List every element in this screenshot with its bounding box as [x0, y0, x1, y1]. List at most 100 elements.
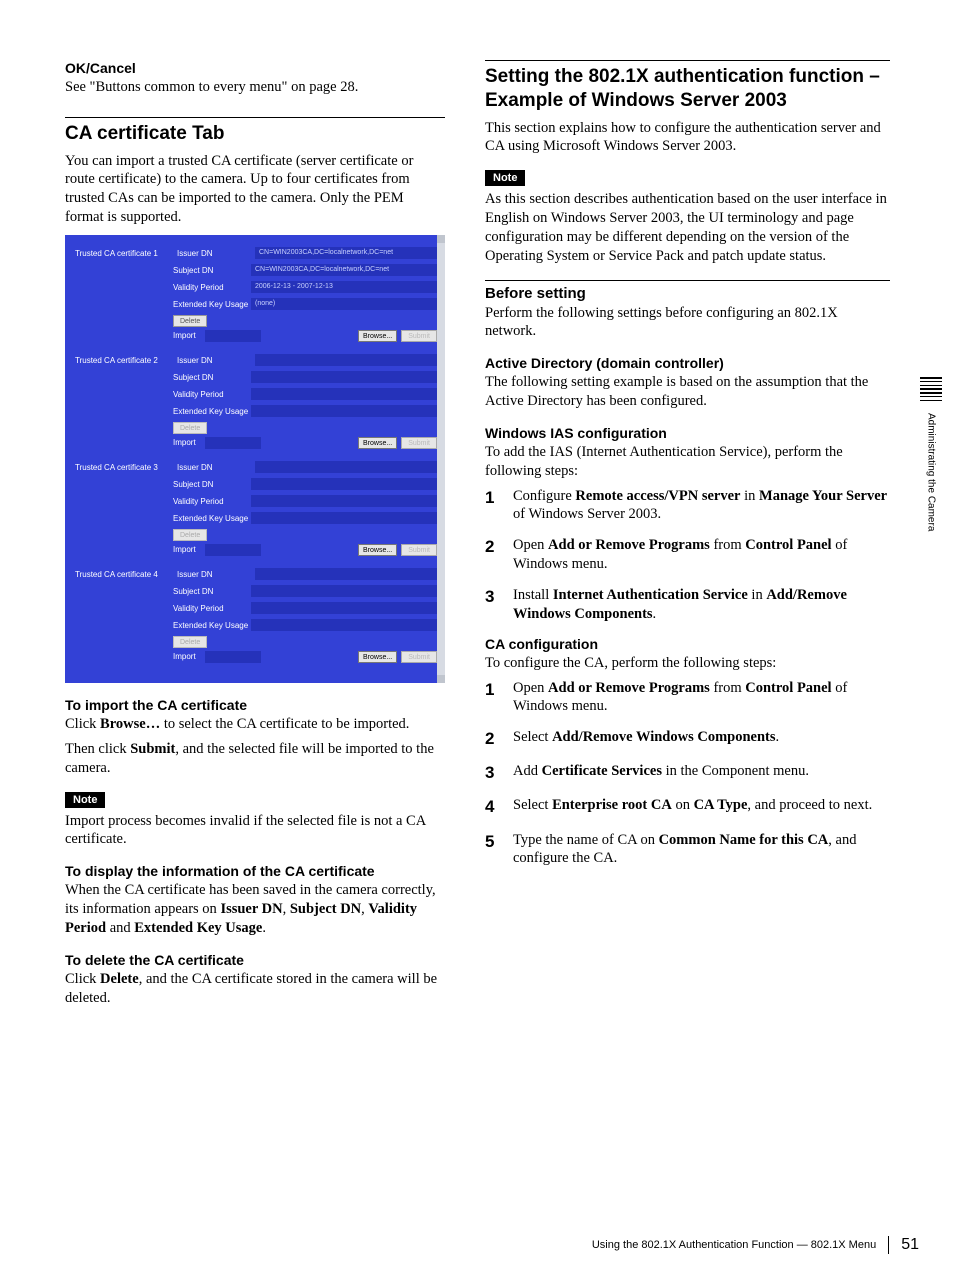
cert-title: Trusted CA certificate 2 — [75, 356, 173, 365]
note-r-text: As this section describes authentication… — [485, 190, 890, 265]
import-label: Import — [173, 331, 201, 340]
step-item: 2 Open Add or Remove Programs from Contro… — [485, 536, 890, 574]
row-label: Subject DN — [173, 373, 247, 382]
step-number: 5 — [485, 831, 499, 869]
ias-text: To add the IAS (Internet Authentication … — [485, 443, 890, 481]
row-value — [255, 354, 439, 366]
delete-p: Click Delete, and the CA certificate sto… — [65, 970, 445, 1008]
step-item: 5 Type the name of CA on Common Name for … — [485, 831, 890, 869]
step-number: 4 — [485, 796, 499, 818]
step-text: Open Add or Remove Programs from Control… — [513, 536, 890, 574]
cert-title: Trusted CA certificate 1 — [75, 249, 173, 258]
step-text: Configure Remote access/VPN server in Ma… — [513, 487, 890, 525]
setting-intro: This section explains how to configure t… — [485, 119, 890, 157]
step-number: 2 — [485, 536, 499, 574]
cert-block: Trusted CA certificate 1 Issuer DN CN=WIN2… — [75, 245, 439, 342]
caconf-heading: CA configuration — [485, 636, 890, 652]
row-label: Validity Period — [173, 604, 247, 613]
import-p2: Then click Submit, and the selected file… — [65, 740, 445, 778]
scrollbar[interactable] — [437, 235, 445, 683]
setting-heading: Setting the 802.1X authentication functi… — [485, 60, 890, 113]
step-number: 1 — [485, 487, 499, 525]
cert-block: Trusted CA certificate 4Issuer DNSubject… — [75, 566, 439, 663]
step-item: 2 Select Add/Remove Windows Components. — [485, 728, 890, 750]
browse-button[interactable]: Browse... — [358, 651, 397, 663]
caconf-text: To configure the CA, perform the followi… — [485, 654, 890, 673]
step-text: Select Add/Remove Windows Components. — [513, 728, 890, 750]
display-heading: To display the information of the CA cer… — [65, 863, 445, 879]
footer-text: Using the 802.1X Authentication Function… — [592, 1239, 876, 1251]
before-heading: Before setting — [485, 280, 890, 302]
row-value — [251, 405, 439, 417]
row-value — [251, 478, 439, 490]
row-label: Issuer DN — [177, 249, 251, 258]
step-text: Install Internet Authentication Service … — [513, 586, 890, 624]
row-value — [251, 602, 439, 614]
row-label: Validity Period — [173, 497, 247, 506]
delete-button[interactable]: Delete — [173, 529, 207, 541]
import-label: Import — [173, 545, 201, 554]
row-value — [251, 512, 439, 524]
submit-button[interactable]: Submit — [401, 544, 437, 556]
ias-steps: 1 Configure Remote access/VPN server in M… — [485, 487, 890, 624]
row-label: Extended Key Usage — [173, 407, 247, 416]
row-label: Subject DN — [173, 480, 247, 489]
step-number: 2 — [485, 728, 499, 750]
import-label: Import — [173, 438, 201, 447]
cert-block: Trusted CA certificate 2 Issuer DN Subject… — [75, 352, 439, 449]
import-input[interactable] — [205, 437, 261, 449]
cert-block: Trusted CA certificate 3Issuer DNSubject… — [75, 459, 439, 556]
ca-screenshot: Trusted CA certificate 1 Issuer DN CN=WIN2… — [65, 235, 445, 683]
row-label: Subject DN — [173, 587, 247, 596]
okcancel-heading: OK/Cancel — [65, 60, 445, 76]
import-input[interactable] — [205, 330, 261, 342]
step-text: Type the name of CA on Common Name for t… — [513, 831, 890, 869]
hamburger-icon — [920, 375, 942, 403]
row-value — [255, 568, 439, 580]
step-item: 3 Add Certificate Services in the Compone… — [485, 762, 890, 784]
ca-steps: 1 Open Add or Remove Programs from Contro… — [485, 679, 890, 869]
footer: Using the 802.1X Authentication Function… — [592, 1236, 919, 1254]
row-label: Validity Period — [173, 283, 247, 292]
submit-button[interactable]: Submit — [401, 437, 437, 449]
row-label: Extended Key Usage — [173, 621, 247, 630]
note1-text: Import process becomes invalid if the se… — [65, 812, 445, 850]
row-value: (none) — [251, 298, 439, 310]
ad-text: The following setting example is based o… — [485, 373, 890, 411]
step-item: 4 Select Enterprise root CA on CA Type, a… — [485, 796, 890, 818]
step-number: 1 — [485, 679, 499, 717]
row-label: Validity Period — [173, 390, 247, 399]
before-text: Perform the following settings before co… — [485, 304, 890, 342]
submit-button[interactable]: Submit — [401, 651, 437, 663]
step-item: 3 Install Internet Authentication Service… — [485, 586, 890, 624]
browse-button[interactable]: Browse... — [358, 437, 397, 449]
step-number: 3 — [485, 762, 499, 784]
page-number: 51 — [901, 1236, 919, 1254]
row-value: 2006-12-13 - 2007-12-13 — [251, 281, 439, 293]
delete-button[interactable]: Delete — [173, 636, 207, 648]
delete-button[interactable]: Delete — [173, 422, 207, 434]
row-label: Issuer DN — [177, 463, 251, 472]
right-column: Setting the 802.1X authentication functi… — [485, 60, 890, 1013]
ad-heading: Active Directory (domain controller) — [485, 355, 890, 371]
import-input[interactable] — [205, 544, 261, 556]
side-tab: Administrating the Camera — [920, 375, 942, 531]
step-number: 3 — [485, 586, 499, 624]
row-value — [251, 495, 439, 507]
row-label: Issuer DN — [177, 356, 251, 365]
step-text: Open Add or Remove Programs from Control… — [513, 679, 890, 717]
row-value — [251, 585, 439, 597]
step-text: Add Certificate Services in the Componen… — [513, 762, 890, 784]
note-badge: Note — [65, 792, 105, 808]
delete-button[interactable]: Delete — [173, 315, 207, 327]
import-input[interactable] — [205, 651, 261, 663]
row-label: Extended Key Usage — [173, 514, 247, 523]
import-p1: Click Browse… to select the CA certifica… — [65, 715, 445, 734]
import-label: Import — [173, 652, 201, 661]
submit-button[interactable]: Submit — [401, 330, 437, 342]
step-text: Select Enterprise root CA on CA Type, an… — [513, 796, 890, 818]
browse-button[interactable]: Browse... — [358, 330, 397, 342]
browse-button[interactable]: Browse... — [358, 544, 397, 556]
row-value: CN=WIN2003CA,DC=localnetwork,DC=net — [255, 247, 439, 259]
ias-heading: Windows IAS configuration — [485, 425, 890, 441]
